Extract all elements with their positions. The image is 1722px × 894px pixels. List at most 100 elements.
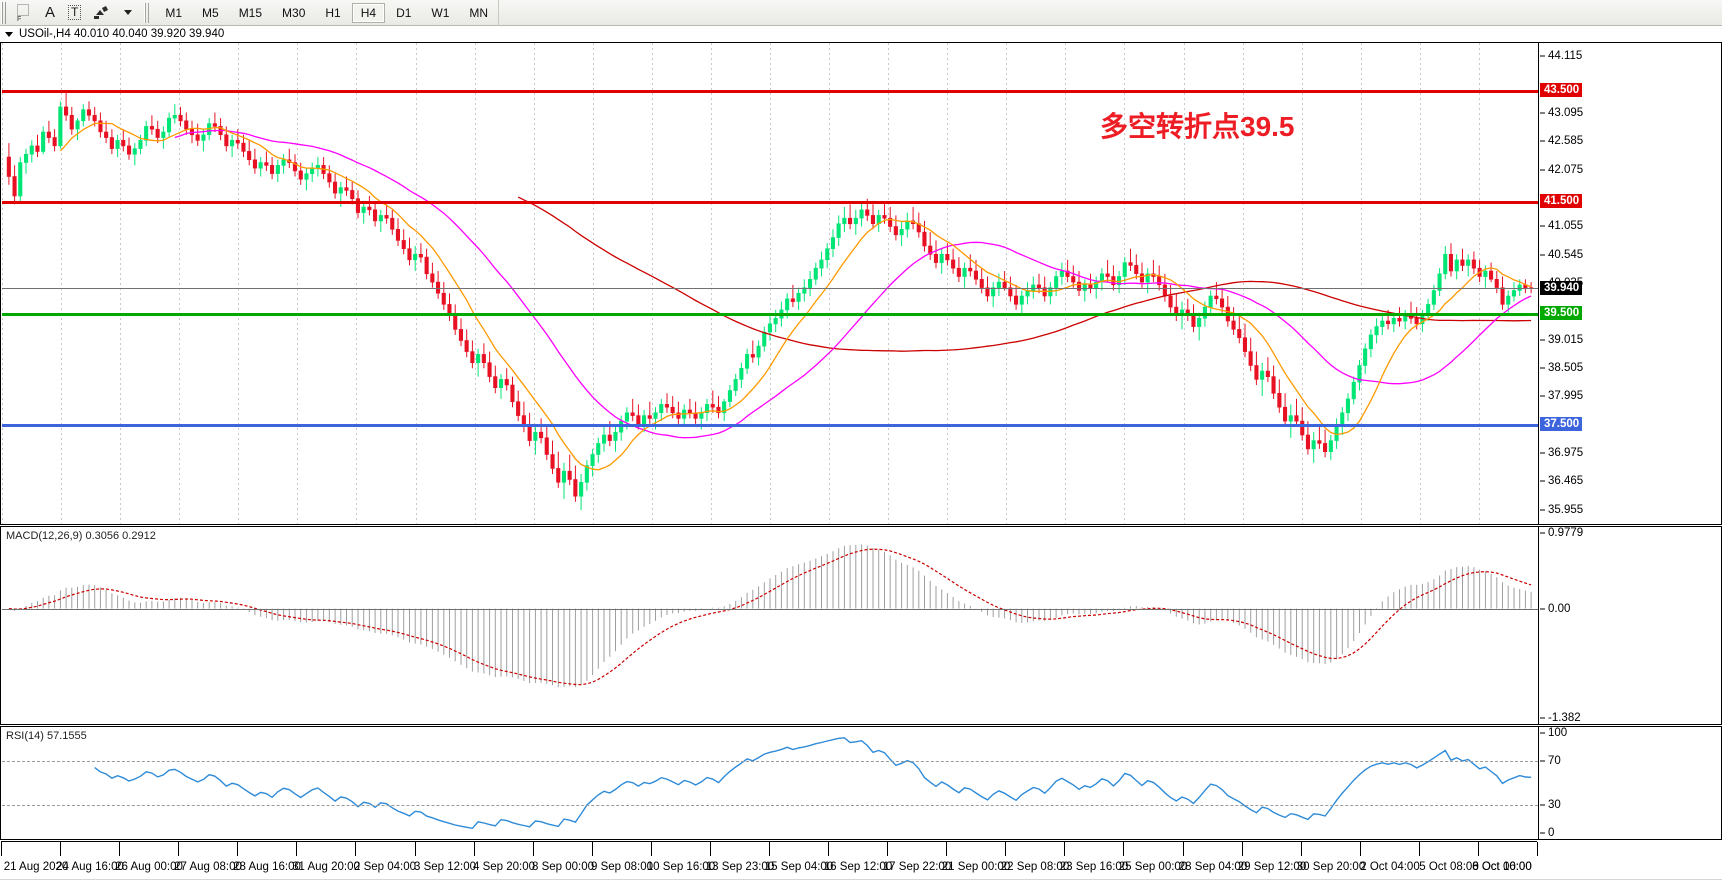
time-tick-mark (1005, 842, 1006, 856)
timeframe-h1[interactable]: H1 (325, 5, 341, 20)
rsi-tick-mark (1540, 804, 1545, 806)
macd-tick-mark (1540, 717, 1545, 719)
time-tick-mark (1419, 842, 1420, 856)
rsi-tick-label: 0 (1548, 827, 1555, 839)
price-tick-label: 36.465 (1548, 475, 1584, 488)
rsi-axis[interactable]: 100 70 30 0 (1538, 727, 1722, 839)
price-tag-41-500[interactable]: 41.500 (1540, 194, 1583, 209)
time-tick-label: 24 Aug 16:00 (56, 861, 124, 873)
rsi-tick-label: 70 (1548, 754, 1561, 767)
price-tag-37-500[interactable]: 37.500 (1540, 416, 1583, 431)
rsi-panel: 100 70 30 0 RSI(14) 57.1555 (0, 726, 1722, 840)
price-tick-mark (1540, 55, 1545, 57)
objects-tool-icon[interactable] (87, 2, 116, 24)
time-tick-label: 8 Sep 00:00 (531, 861, 595, 873)
time-tick-label: 8 Oct 00:00 (1472, 861, 1532, 873)
price-tick-mark (1540, 169, 1545, 170)
time-tick-mark (533, 842, 534, 856)
rsi-tick-label: 30 (1548, 799, 1561, 812)
text-tool-icon[interactable]: A (44, 4, 55, 21)
time-tick-label: 17 Sep 22:00 (882, 861, 952, 873)
time-tick-mark (237, 842, 238, 856)
text-label-tool-icon[interactable]: T (62, 2, 87, 24)
time-tick-label: 5 Oct 08:00 (1419, 861, 1479, 873)
price-tag-39-940[interactable]: 39.940 (1540, 281, 1583, 296)
price-tick-label: 35.955 (1548, 503, 1584, 516)
time-tick-label: 16 Sep 12:00 (823, 861, 893, 873)
macd-indicator-label: MACD(12,26,9) 0.3056 0.2912 (6, 530, 156, 542)
time-tick-mark (1064, 842, 1065, 856)
price-tick-mark (1540, 480, 1545, 482)
time-tick-mark (119, 842, 120, 856)
time-tick-label: 13 Sep 23:00 (705, 861, 775, 873)
time-axis[interactable]: 21 Aug 2020 24 Aug 16:00 26 Aug 00:00 27 Au… (0, 841, 1722, 894)
timeframe-m5[interactable]: M5 (202, 5, 219, 20)
price-tag-43-500[interactable]: 43.500 (1540, 83, 1583, 98)
time-tick-label: 21 Sep 00:00 (941, 861, 1011, 873)
shapes-icon (94, 6, 109, 19)
price-tick-label: 42.585 (1548, 135, 1584, 148)
timeframe-w1[interactable]: W1 (431, 5, 450, 20)
price-level-line-41-500[interactable] (2, 201, 1538, 205)
macd-plot-area[interactable] (2, 527, 1538, 724)
price-plot-area[interactable] (2, 43, 1538, 524)
symbol-ohlc-bar: USOil-,H4 40.010 40.040 39.920 39.940 (0, 26, 1722, 42)
time-tick-label: 31 Aug 20:00 (292, 861, 360, 873)
time-tick-mark (1360, 842, 1361, 856)
time-tick-label: 6 Oct 16:00 (1472, 861, 1532, 873)
price-level-line-37-500[interactable] (2, 423, 1538, 427)
time-tick-label: 22 Sep 08:00 (1000, 861, 1070, 873)
price-level-line-39-940[interactable] (2, 288, 1538, 290)
time-tick-mark (651, 842, 652, 856)
crosshair-tool-icon[interactable]: F (11, 2, 38, 24)
time-tick-label: 21 Aug 2020 (3, 861, 69, 873)
macd-axis[interactable]: 0.9779 0.00 -1.382 (1538, 527, 1722, 724)
time-tick-mark (1123, 842, 1124, 856)
price-axis[interactable]: 44.11543.09542.58542.07541.05540.54540.0… (1538, 43, 1722, 524)
objects-dropdown-arrow[interactable] (116, 2, 140, 24)
timeframe-m1[interactable]: M1 (165, 5, 183, 20)
timeframe-m15[interactable]: M15 (238, 5, 263, 20)
price-tick-mark (1540, 225, 1545, 227)
timeframe-mn[interactable]: MN (469, 5, 489, 20)
toolbar-filler (498, 0, 1722, 26)
time-tick-mark (296, 842, 297, 856)
timeframe-m30[interactable]: M30 (282, 5, 306, 20)
rsi-indicator-label: RSI(14) 57.1555 (6, 730, 87, 742)
collapse-triangle-icon[interactable] (5, 31, 13, 37)
crosshair-icon: F (17, 4, 29, 21)
time-tick-label: 3 Sep 12:00 (413, 861, 477, 873)
time-tick-label: 9 Sep 08:00 (590, 861, 654, 873)
time-tick-mark (1537, 842, 1538, 856)
price-tick-mark (1540, 339, 1545, 341)
time-tick-mark (1, 842, 2, 856)
price-tick-label: 39.015 (1548, 333, 1584, 346)
macd-svg (8, 544, 1532, 688)
main-toolbar: F A T M1 M5 M15 M30 H1 H4 D1 W1 MN (0, 0, 1722, 26)
time-axis-rule (1, 841, 1537, 842)
price-tag-39-500[interactable]: 39.500 (1540, 305, 1583, 320)
price-level-line-39-500[interactable] (2, 312, 1538, 316)
toolbar-drag-handle[interactable] (1, 1, 8, 24)
timeframe-h4[interactable]: H4 (351, 2, 386, 23)
time-tick-label: 2 Sep 04:00 (353, 861, 417, 873)
time-tick-mark (946, 842, 947, 856)
price-tick-mark (1540, 140, 1545, 142)
toolbar-separator (144, 2, 152, 23)
macd-panel: 0.9779 0.00 -1.382 MACD(12,26,9) 0.3056 0.… (0, 526, 1722, 725)
macd-tick-mark (1540, 608, 1545, 610)
rsi-plot-area[interactable] (2, 727, 1538, 839)
price-tick-mark (1540, 395, 1545, 397)
time-tick-mark (1183, 842, 1184, 856)
time-tick-label: 4 Sep 20:00 (472, 861, 536, 873)
time-tick-label: 28 Sep 04:00 (1178, 861, 1248, 873)
rsi-guide-70 (2, 760, 1538, 762)
price-level-line-43-500[interactable] (2, 90, 1538, 94)
timeframe-d1[interactable]: D1 (396, 5, 412, 20)
price-tick-mark (1540, 452, 1545, 454)
rsi-tick-label: 100 (1548, 727, 1568, 739)
rsi-tick-mark (1540, 832, 1545, 834)
symbol-ohlc-text: USOil-,H4 40.010 40.040 39.920 39.940 (19, 28, 225, 40)
time-tick-mark (769, 842, 770, 856)
price-panel: 44.11543.09542.58542.07541.05540.54540.0… (0, 42, 1722, 525)
